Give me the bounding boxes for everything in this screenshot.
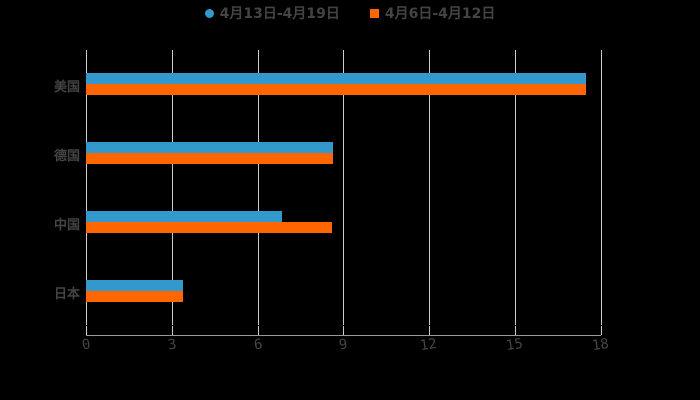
legend-item-week-apr6[interactable]: 4月6日-4月12日 (369, 3, 496, 23)
bar-week-apr6[interactable] (86, 222, 333, 233)
x-tick (258, 326, 259, 335)
bar-week-apr13[interactable] (86, 280, 184, 291)
x-tick-label: 18 (590, 335, 610, 355)
x-tick-label: 15 (504, 335, 524, 355)
x-tick (515, 326, 516, 335)
category-label: 日本 (53, 287, 80, 302)
x-tick-label: 6 (252, 336, 264, 354)
gridline (429, 50, 430, 325)
bar-week-apr6[interactable] (86, 153, 334, 164)
category-label: 美国 (53, 80, 80, 95)
x-tick-label: 0 (80, 336, 92, 354)
legend-circle-marker-icon (204, 8, 214, 18)
bar-week-apr6[interactable] (86, 291, 184, 302)
legend-label: 4月13日-4月19日 (219, 6, 340, 22)
x-tick-label: 12 (418, 335, 438, 355)
bar-week-apr6[interactable] (86, 84, 587, 95)
legend-square-marker-icon (369, 8, 379, 18)
gridline (86, 50, 87, 325)
gridline (343, 50, 344, 325)
x-tick-label: 9 (337, 336, 349, 354)
x-tick (172, 326, 173, 335)
gridline (172, 50, 173, 325)
category-label: 德国 (53, 149, 80, 164)
gridline (258, 50, 259, 325)
gridline (601, 50, 602, 325)
bar-week-apr13[interactable] (86, 211, 282, 222)
bar-week-apr13[interactable] (86, 73, 587, 84)
x-tick (429, 326, 430, 335)
legend-label: 4月6日-4月12日 (384, 6, 496, 22)
legend-item-week-apr13[interactable]: 4月13日-4月19日 (204, 3, 340, 23)
category-label: 中国 (53, 218, 80, 233)
gridline (515, 50, 516, 325)
x-axis-line (86, 335, 601, 336)
x-tick (343, 326, 344, 335)
x-tick (601, 326, 602, 335)
x-tick-label: 3 (166, 336, 178, 354)
bar-week-apr13[interactable] (86, 142, 334, 153)
chart-legend: 4月13日-4月19日 4月6日-4月12日 (0, 3, 700, 23)
x-tick (86, 326, 87, 335)
